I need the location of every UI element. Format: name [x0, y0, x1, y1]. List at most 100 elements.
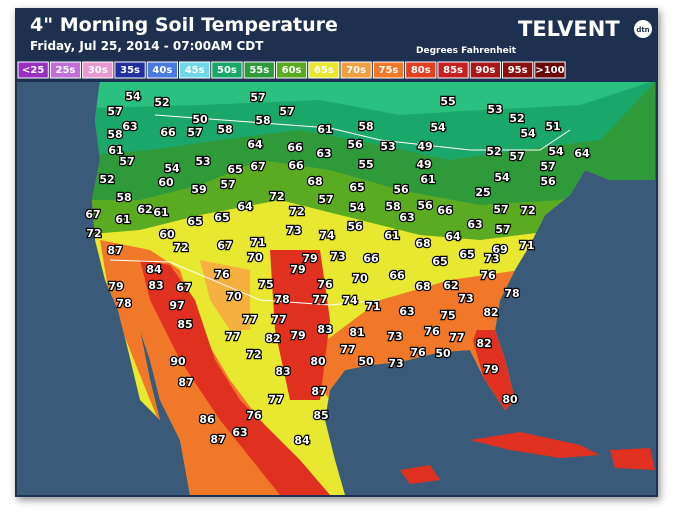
- reading: 87: [311, 385, 326, 398]
- reading: 62: [443, 279, 458, 292]
- reading: 50: [192, 113, 208, 126]
- legend-label: 25s: [56, 65, 76, 76]
- reading: 58: [358, 120, 373, 133]
- reading: 57: [495, 223, 510, 236]
- legend-label: >100: [535, 65, 564, 76]
- reading: 54: [494, 171, 510, 184]
- reading: 83: [275, 365, 290, 378]
- legend-swatch: [146, 61, 178, 79]
- reading: 57: [107, 105, 122, 118]
- reading: 84: [294, 434, 310, 447]
- reading: 53: [195, 155, 210, 168]
- title: 4" Morning Soil Temperature: [30, 14, 338, 36]
- reading: 61: [420, 173, 435, 186]
- legend-swatch: [308, 61, 340, 79]
- border-line: [109, 259, 381, 306]
- brand: TELVENT: [518, 17, 620, 41]
- reading: 61: [317, 123, 332, 136]
- reading: 72: [289, 205, 304, 218]
- reading: 67: [176, 281, 191, 294]
- reading: 52: [154, 96, 169, 109]
- legend-label: 45s: [185, 65, 205, 76]
- reading: 58: [116, 191, 131, 204]
- reading: 76: [214, 268, 230, 281]
- legend-swatch: [405, 61, 437, 79]
- reading: 54: [430, 121, 446, 134]
- reading: 79: [302, 252, 317, 265]
- reading: 68: [415, 280, 430, 293]
- reading: 77: [340, 343, 355, 356]
- legend-label: 75s: [379, 65, 399, 76]
- units: Degrees Fahrenheit: [416, 46, 517, 56]
- reading: 55: [440, 95, 455, 108]
- reading: 64: [574, 147, 590, 160]
- reading: 77: [271, 313, 286, 326]
- reading: 73: [484, 252, 499, 265]
- reading: 54: [548, 145, 564, 158]
- reading: 56: [347, 220, 363, 233]
- reading: 65: [432, 255, 447, 268]
- reading: 60: [158, 176, 174, 189]
- reading: 86: [199, 413, 215, 426]
- reading: 56: [347, 138, 363, 151]
- legend-swatch: [49, 61, 82, 79]
- reading: 56: [417, 199, 433, 212]
- reading: 65: [227, 163, 242, 176]
- reading: 63: [122, 120, 137, 133]
- legend-label: 90s: [475, 65, 495, 76]
- reading: 58: [255, 114, 270, 127]
- legend-swatch: [469, 61, 502, 79]
- reading: 74: [319, 229, 335, 242]
- reading: 72: [246, 348, 261, 361]
- reading: 53: [380, 140, 395, 153]
- reading: 73: [387, 330, 402, 343]
- reading: 73: [388, 357, 403, 370]
- reading: 97: [169, 299, 184, 312]
- legend-swatch: [340, 61, 372, 79]
- reading: 57: [187, 126, 202, 139]
- reading: 54: [164, 162, 180, 175]
- reading: 52: [99, 173, 114, 186]
- reading: 76: [317, 278, 333, 291]
- reading: 72: [520, 204, 535, 217]
- reading: 63: [399, 305, 414, 318]
- reading: 66: [288, 159, 304, 172]
- reading: 75: [440, 309, 455, 322]
- reading: 56: [540, 175, 556, 188]
- reading: 77: [449, 331, 464, 344]
- reading: 57: [250, 91, 265, 104]
- reading: 62: [137, 203, 152, 216]
- reading: 79: [290, 329, 305, 342]
- reading: 83: [317, 323, 332, 336]
- reading: 87: [210, 433, 225, 446]
- reading: 60: [159, 228, 175, 241]
- legend-label: 35s: [120, 65, 140, 76]
- reading: 57: [509, 150, 524, 163]
- reading: 50: [358, 355, 374, 368]
- reading: 59: [191, 183, 206, 196]
- reading: 78: [504, 287, 519, 300]
- legend-swatch: [179, 61, 211, 79]
- reading: 57: [540, 160, 555, 173]
- reading: 68: [415, 237, 430, 250]
- reading: 77: [242, 313, 257, 326]
- subtitle: Friday, Jul 25, 2014 - 07:00AM CDT: [30, 39, 264, 53]
- reading: 77: [312, 293, 327, 306]
- reading: 63: [316, 147, 331, 160]
- reading: 65: [459, 248, 474, 261]
- reading: 63: [232, 426, 247, 439]
- reading: 57: [318, 193, 333, 206]
- reading: 79: [108, 280, 123, 293]
- brand-badge-bg: [634, 20, 652, 38]
- legend-label: 50s: [217, 65, 237, 76]
- legend-swatch: [437, 61, 469, 79]
- legend-label: 80s: [411, 65, 431, 76]
- reading: 66: [389, 269, 405, 282]
- reading: 61: [384, 229, 399, 242]
- legend-swatch: [82, 61, 114, 79]
- reading: 58: [107, 128, 122, 141]
- reading: 79: [483, 363, 498, 376]
- reading: 82: [476, 337, 491, 350]
- legend-swatch: [17, 61, 49, 79]
